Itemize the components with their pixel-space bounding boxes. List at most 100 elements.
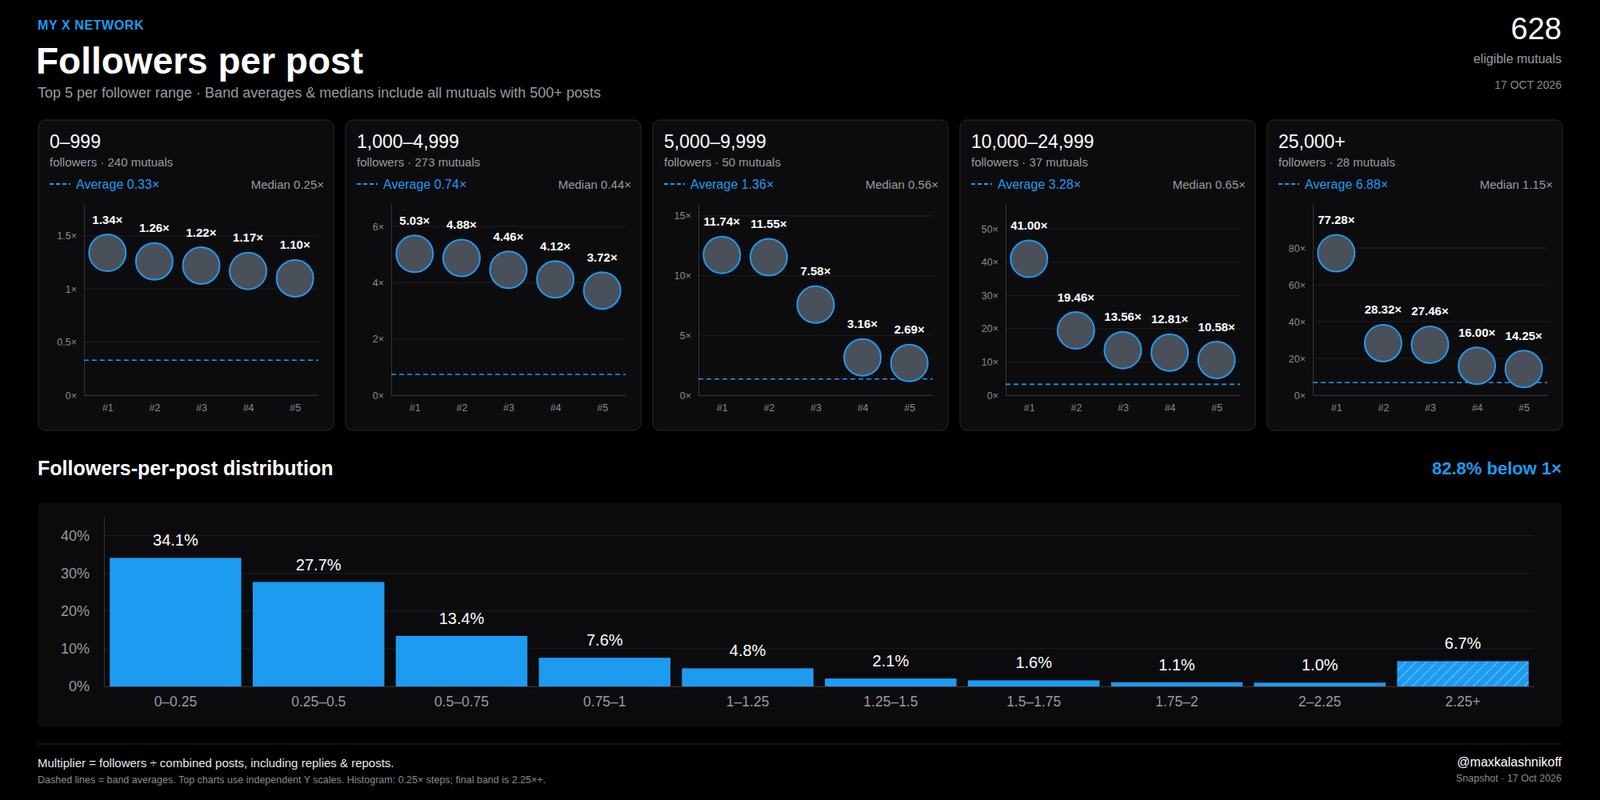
tick-label: #3 (196, 402, 208, 414)
grid-line (1312, 395, 1548, 396)
panel-subtitle: followers · 50 mutuals (664, 155, 781, 169)
avatar-point (1364, 324, 1402, 362)
tick-label: 20% (60, 603, 90, 620)
panel-frame (345, 120, 641, 431)
axis-line (391, 204, 392, 396)
grid-line (1005, 395, 1240, 396)
tick: #5 (1211, 395, 1223, 414)
tick-label: 1–1.25 (726, 693, 770, 710)
tick-label: 0.5–0.75 (434, 693, 489, 710)
data-label: 4.8% (729, 641, 767, 660)
footer-snapshot: Snapshot · 17 Oct 2026 (1456, 772, 1562, 784)
average-line (698, 378, 933, 380)
data-label: 11.55× (750, 216, 788, 231)
grid (391, 226, 626, 396)
plot (391, 235, 626, 375)
grid-line (391, 338, 626, 340)
plot (109, 557, 1529, 687)
tick: 2× (372, 333, 392, 345)
average-label: Average 0.33× (76, 177, 160, 192)
avatar-point (490, 251, 528, 288)
panel-frame (38, 120, 334, 431)
grid (1005, 228, 1240, 396)
plot (84, 234, 319, 360)
title: Followers per post (36, 40, 364, 82)
panel: 10,000–24,999 followers · 37 mutuals Avera… (960, 120, 1256, 431)
tick-label: 0× (372, 390, 384, 402)
tick: #4 (243, 395, 255, 414)
tick-label: #4 (550, 402, 562, 414)
axis-line (104, 686, 1536, 688)
tick: 0× (372, 390, 392, 402)
grid (698, 216, 933, 396)
axis: #1#2#3#4#5 (392, 395, 627, 414)
tick-label: 15× (674, 210, 692, 222)
avatar-point (1198, 341, 1236, 379)
average-key (49, 183, 71, 185)
bar (681, 668, 813, 687)
tick: #4 (857, 395, 869, 414)
grid-line (698, 395, 933, 396)
tick: 40% (60, 528, 104, 544)
count: 628 (1511, 12, 1562, 46)
grid-line (1312, 284, 1548, 286)
tick: #3 (503, 395, 515, 414)
tick: 2–2.25 (1298, 686, 1342, 710)
tick-label: 1× (65, 284, 77, 296)
panel-title: 0–999 (49, 131, 101, 152)
tick: 0.75–1 (583, 686, 627, 710)
tick-label: 30× (981, 290, 999, 302)
tick: #1 (716, 395, 728, 414)
tick: 4× (372, 277, 392, 289)
tick: #2 (763, 395, 775, 414)
tick-label: 80× (1288, 243, 1306, 255)
avatar-point (536, 260, 574, 298)
grid-line (1312, 321, 1548, 323)
data-labels: 77.28×28.32×27.46×16.00×14.25× (1317, 212, 1543, 343)
histogram: Followers-per-post distribution82.8% bel… (37, 456, 1562, 727)
axis-line (84, 204, 85, 396)
average-key (356, 183, 378, 185)
tick: 20× (981, 323, 1006, 335)
tick: 40× (1288, 316, 1313, 328)
panel-subtitle: followers · 37 mutuals (971, 155, 1088, 169)
data-labels: 41.00×19.46×13.56×12.81×10.58× (1010, 218, 1236, 333)
tick: #3 (196, 395, 208, 414)
tick: 5× (680, 330, 699, 342)
data-label: 3.16× (847, 316, 878, 331)
tick: 2.25+ (1444, 686, 1480, 710)
panel-title: 10,000–24,999 (971, 131, 1095, 152)
tick-label: 50× (981, 224, 999, 236)
tick-label: #2 (763, 402, 775, 414)
tick-label: 1.75–2 (1155, 693, 1199, 710)
data-label: 16.00× (1458, 325, 1496, 340)
data-label: 2.69× (894, 322, 925, 336)
tick-label: 20× (1288, 353, 1306, 365)
tick: #1 (102, 395, 114, 414)
axis: 0× 20× 40× 60× 80× (1288, 204, 1314, 402)
tick: #5 (904, 395, 916, 414)
panel: 25,000+followers · 28 mutualsAverage 6.8… (1267, 120, 1563, 431)
avatar-point (183, 247, 220, 284)
data-label: 13.4% (439, 609, 485, 628)
data-labels: 11.74×11.55×7.58×3.16×2.69× (704, 214, 925, 336)
tick: 0× (1294, 390, 1313, 402)
chart-title: Followers-per-post distribution (37, 456, 333, 480)
axis-line (698, 204, 700, 396)
axis-line (392, 395, 627, 396)
axis-line (1312, 204, 1314, 396)
tick: 0–0.25 (154, 686, 198, 710)
tick-label: 10% (60, 640, 90, 657)
tick-label: 60× (1288, 280, 1306, 292)
average-label: Average 3.28× (997, 177, 1081, 192)
bar (824, 678, 956, 687)
axis: 0×2×4×6× (372, 204, 392, 402)
panel-title: 25,000+ (1278, 131, 1346, 152)
avatar-point (584, 272, 621, 309)
data-label: 3.72× (587, 250, 618, 264)
panel-frame (960, 120, 1256, 431)
plot (1312, 234, 1548, 388)
data-label: 28.32× (1364, 302, 1403, 316)
tick-label: #1 (1024, 402, 1036, 414)
tick: #4 (550, 395, 562, 414)
